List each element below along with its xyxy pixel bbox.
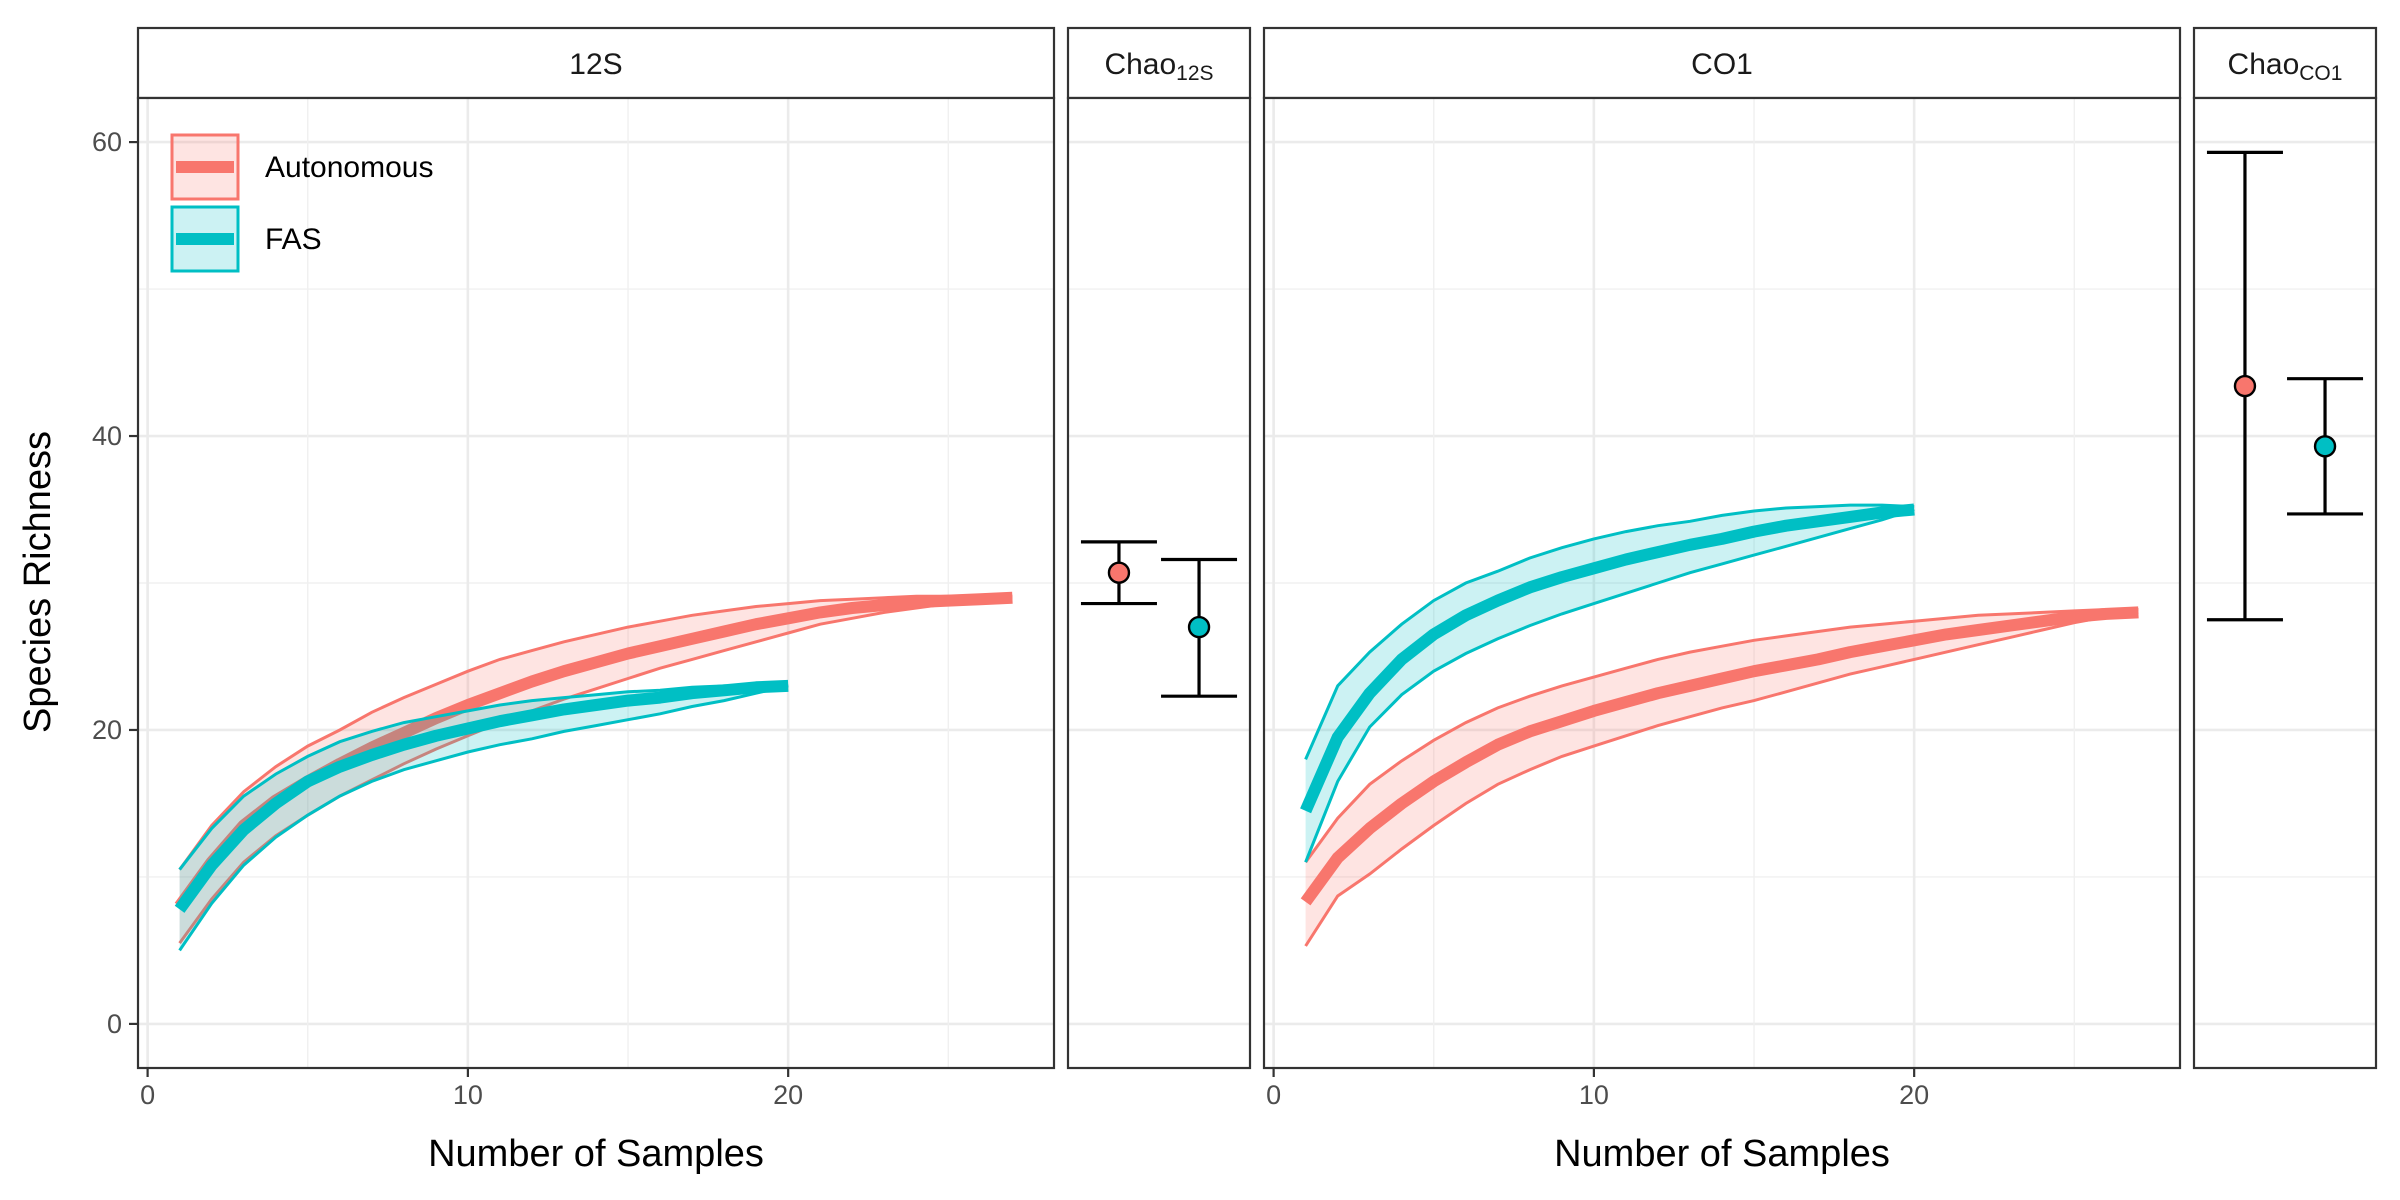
y-tick-label: 60 — [92, 127, 122, 157]
rarefaction-line — [1300, 503, 1915, 814]
lower-bound-line — [1304, 610, 2139, 947]
upper-bound-line — [178, 594, 1013, 871]
y-axis-title: Species Richness — [17, 431, 59, 733]
estimate-fas — [1161, 557, 1238, 698]
panel-border — [1262, 96, 2182, 1070]
estimate-point — [1187, 615, 1211, 639]
panel-border — [1066, 96, 1252, 1070]
panel-strip-label: 12S — [569, 48, 622, 81]
panel-4: ChaoCO1 — [2192, 26, 2378, 1070]
panel-3: CO1 0 10 20 Number of Samples — [1262, 26, 2182, 1175]
y-tick-label: 20 — [92, 715, 122, 745]
legend-entry-fas: FAS — [170, 205, 322, 273]
estimate-autonomous — [2206, 150, 2283, 622]
legend-label: FAS — [265, 223, 322, 256]
legend: Autonomous FAS — [170, 133, 433, 273]
legend-label: Autonomous — [265, 151, 433, 184]
x-tick-label: 0 — [1266, 1080, 1281, 1110]
panel-strip — [2192, 26, 2378, 100]
x-tick-label: 10 — [453, 1080, 483, 1110]
rarefaction-line — [1300, 606, 2139, 906]
legend-entry-autonomous: Autonomous — [170, 133, 433, 201]
estimate-autonomous — [1080, 540, 1157, 606]
panel-1: 12S 0 10 20 Number of Samples — [136, 26, 1056, 1175]
confidence-band — [179, 685, 789, 951]
panel-strip-subscript: 12S — [1176, 62, 1213, 85]
panel-strip — [1066, 26, 1252, 100]
lower-bound-line — [178, 684, 789, 952]
series-fas — [174, 679, 789, 952]
x-tick-label: 20 — [1899, 1080, 1929, 1110]
panel-strip-subscript: CO1 — [2299, 62, 2342, 85]
panel-border — [136, 96, 1056, 1070]
confidence-band — [1305, 505, 1915, 863]
x-tick-label: 20 — [773, 1080, 803, 1110]
panel-border — [2192, 96, 2378, 1070]
panels-layer: 12S 0 10 20 Number of Samples Chao12S CO1 0 10 20… — [92, 26, 2378, 1175]
series-fas — [1300, 503, 1915, 863]
estimate-fas — [2287, 377, 2364, 516]
upper-bound-line — [1304, 608, 2139, 864]
x-tick-label: 10 — [1579, 1080, 1609, 1110]
rarefaction-line — [174, 679, 789, 913]
lower-bound-line — [1304, 508, 1915, 863]
estimate-point — [1107, 561, 1131, 584]
x-axis-title: Number of Samples — [1554, 1133, 1890, 1175]
estimate-point — [2233, 374, 2257, 398]
y-tick-label: 40 — [92, 421, 122, 451]
panel-strip — [136, 26, 1056, 100]
y-tick-label: 0 — [107, 1009, 122, 1039]
panel-2: Chao12S — [1066, 26, 1252, 1070]
series-autonomous — [1300, 606, 2139, 947]
x-axis-title: Number of Samples — [428, 1133, 764, 1175]
upper-bound-line — [1304, 503, 1915, 761]
upper-bound-line — [178, 684, 789, 871]
panel-strip-label: CO1 — [1691, 48, 1753, 81]
estimate-point — [2313, 435, 2337, 458]
x-tick-label: 0 — [140, 1080, 155, 1110]
